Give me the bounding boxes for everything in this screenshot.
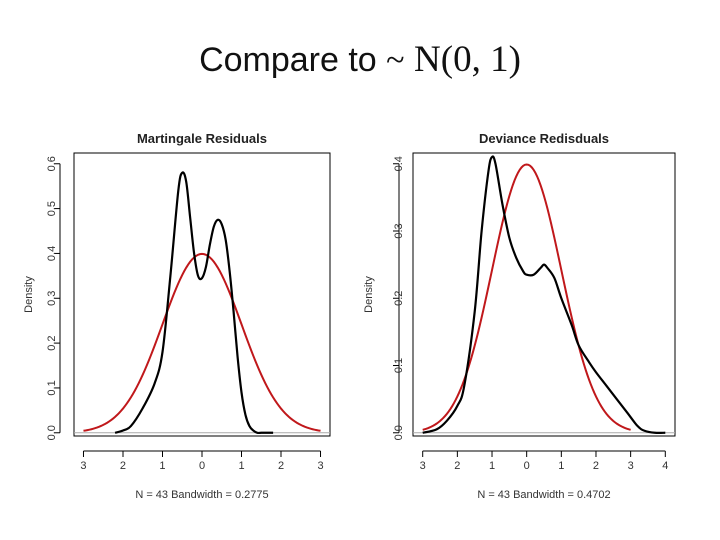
y-tick-label: 0.6 (46, 156, 58, 171)
y-tick-label: 0.4 (393, 156, 405, 171)
x-tick-label: 0 (524, 460, 530, 472)
normal-curve (83, 252, 321, 432)
y-tick-label: 0.2 (393, 291, 405, 306)
normal-curve (422, 163, 631, 431)
y-tick-label: 0.0 (46, 425, 58, 440)
x-tick-label: 2 (454, 460, 460, 472)
y-tick-label: 0.3 (46, 291, 58, 306)
y-axis-label: Density (23, 276, 35, 313)
density-curve (422, 155, 666, 435)
x-tick-label: 3 (317, 460, 323, 472)
y-tick-label: 0.2 (46, 335, 58, 350)
plot-frame (73, 152, 331, 437)
x-tick-label: 0 (199, 460, 205, 472)
x-tick-label: 3 (420, 460, 426, 472)
plot-title: Martingale Residuals (137, 131, 267, 146)
density-curve (114, 171, 274, 435)
y-tick-label: 0.4 (46, 246, 58, 261)
title-math: N(0, 1) (414, 39, 521, 80)
y-tick-label: 0.0 (393, 425, 405, 440)
deviance-residuals-plot: Deviance Redisduals 3 2 1 0 1 2 3 4 0.0 0.1 0.2 0.3 0… (363, 131, 676, 501)
x-axis-label: N = 43 Bandwidth = 0.4702 (477, 489, 610, 501)
title-tilde: ~ (386, 42, 405, 79)
x-tick-label: 1 (159, 460, 165, 472)
y-tick-label: 0.1 (393, 358, 405, 373)
x-tick-label: 2 (120, 460, 126, 472)
x-tick-label: 1 (489, 460, 495, 472)
x-tick-label: 1 (238, 460, 244, 472)
x-axis-label: N = 43 Bandwidth = 0.2775 (135, 489, 268, 501)
x-tick-label: 2 (593, 460, 599, 472)
martingale-residuals-plot: Martingale Residuals 3 2 1 0 1 2 3 0.0 0.1 0.2 0.3 0… (23, 131, 331, 501)
y-tick-label: 0.3 (393, 223, 405, 238)
title-text: Compare to (199, 41, 377, 79)
y-tick-label: 0.5 (46, 201, 58, 216)
x-tick-label: 4 (662, 460, 668, 472)
x-tick-label: 3 (80, 460, 86, 472)
plot-frame (412, 152, 676, 437)
x-tick-label: 3 (628, 460, 634, 472)
plot-title: Deviance Redisduals (479, 131, 609, 146)
y-axis-label: Density (363, 276, 375, 313)
x-tick-label: 2 (278, 460, 284, 472)
y-tick-label: 0.1 (46, 380, 58, 395)
x-tick-label: 1 (558, 460, 564, 472)
slide-title: Compare to ~ N(0, 1) (0, 38, 720, 81)
